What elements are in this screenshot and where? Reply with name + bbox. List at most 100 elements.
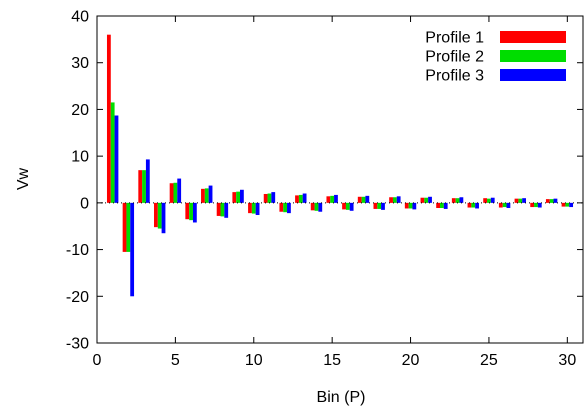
bar-2-10 xyxy=(251,202,256,214)
bar-1-9 xyxy=(232,192,237,203)
bar-2-29 xyxy=(549,199,554,203)
bar-3-24 xyxy=(475,202,479,209)
ticks-layer: -30 -20 -10 0 10 20 30 40 0 5 10 15 20 25 30 xyxy=(66,9,583,369)
bar-2-23 xyxy=(455,198,460,203)
bar-2-24 xyxy=(471,202,476,208)
bar-1-10 xyxy=(248,202,252,214)
bar-3-12 xyxy=(287,202,291,214)
bar-1-14 xyxy=(310,202,315,211)
y-tick-label: -20 xyxy=(66,289,89,306)
bar-3-19 xyxy=(396,196,401,203)
bar-1-23 xyxy=(451,198,456,203)
bar-1-16 xyxy=(342,202,346,210)
bars-layer xyxy=(106,34,574,297)
legend-swatch-2 xyxy=(500,50,566,62)
x-tick-label: 25 xyxy=(480,352,498,369)
legend-label-2: Profile 2 xyxy=(425,49,484,66)
plot-frame xyxy=(96,15,584,344)
bar-1-5 xyxy=(169,183,174,203)
bar-3-22 xyxy=(443,202,448,209)
bar-2-30 xyxy=(565,202,570,207)
bar-2-26 xyxy=(502,202,507,208)
bar-1-12 xyxy=(279,202,284,212)
bar-1-15 xyxy=(326,196,331,203)
bar-1-11 xyxy=(263,193,268,203)
bar-3-11 xyxy=(271,192,276,203)
axes-layer xyxy=(96,15,584,344)
bar-2-8 xyxy=(220,202,225,217)
x-axis-label: Bin (P) xyxy=(317,389,366,406)
bar-1-3 xyxy=(138,170,143,203)
bar-3-5 xyxy=(177,178,182,203)
bar-1-26 xyxy=(498,202,503,208)
bar-2-15 xyxy=(330,195,335,203)
bar-2-5 xyxy=(173,182,178,203)
bar-1-28 xyxy=(530,202,535,208)
bar-2-12 xyxy=(283,202,288,213)
bar-2-1 xyxy=(110,102,115,203)
bar-1-7 xyxy=(201,188,205,203)
bar-3-28 xyxy=(537,202,542,208)
bar-2-13 xyxy=(298,194,303,203)
legend-swatch-1 xyxy=(500,31,566,43)
bar-1-2 xyxy=(122,202,127,252)
bar-1-21 xyxy=(420,197,425,203)
bar-2-7 xyxy=(204,188,209,203)
bar-1-24 xyxy=(467,202,472,208)
bar-3-18 xyxy=(381,202,385,210)
bar-1-27 xyxy=(514,198,519,203)
y-tick-label: 20 xyxy=(71,102,89,119)
bar-1-17 xyxy=(357,196,362,203)
bar-2-28 xyxy=(534,202,538,208)
bar-3-13 xyxy=(302,193,307,203)
bar-3-7 xyxy=(208,185,213,203)
bar-3-3 xyxy=(145,159,150,203)
x-tick-label: 15 xyxy=(323,352,341,369)
bar-1-4 xyxy=(154,202,158,228)
bar-2-22 xyxy=(440,202,444,208)
bar-2-16 xyxy=(345,202,350,210)
bar-3-4 xyxy=(161,202,166,234)
bar-2-14 xyxy=(314,202,319,211)
bar-2-19 xyxy=(392,197,397,203)
bar-3-20 xyxy=(412,202,417,210)
bar-3-10 xyxy=(255,202,260,216)
bar-3-17 xyxy=(365,195,370,203)
bar-2-27 xyxy=(518,198,523,203)
bar-2-21 xyxy=(424,197,429,203)
bar-3-6 xyxy=(192,202,197,223)
legend-label-1: Profile 1 xyxy=(425,30,484,47)
bar-3-15 xyxy=(334,194,338,203)
bar-1-1 xyxy=(106,34,111,203)
bar-1-25 xyxy=(483,198,488,203)
bar-3-29 xyxy=(553,198,558,203)
bar-3-14 xyxy=(318,202,323,212)
bar-2-9 xyxy=(236,191,240,203)
y-tick-label: -10 xyxy=(66,242,89,259)
bar-2-4 xyxy=(157,202,162,229)
bar-3-8 xyxy=(224,202,229,218)
y-tick-label: 30 xyxy=(71,55,89,72)
bar-2-6 xyxy=(189,202,193,221)
bar-1-8 xyxy=(216,202,221,216)
bar-1-29 xyxy=(545,199,550,203)
bar-1-6 xyxy=(185,202,190,220)
y-tick-label: 0 xyxy=(80,195,89,212)
bar-1-20 xyxy=(404,202,409,209)
x-tick-label: 30 xyxy=(558,352,576,369)
bar-3-16 xyxy=(349,202,354,211)
bar-3-26 xyxy=(506,202,511,208)
x-tick-label: 5 xyxy=(171,352,180,369)
legend: Profile 1 Profile 2 Profile 3 xyxy=(425,30,566,85)
legend-swatch-3 xyxy=(500,69,566,81)
y-axis-label: Vw xyxy=(15,167,32,190)
bar-2-3 xyxy=(142,170,146,203)
bar-2-25 xyxy=(487,198,491,203)
bar-2-11 xyxy=(267,193,272,203)
y-tick-label: 40 xyxy=(71,9,89,26)
bar-2-20 xyxy=(408,202,413,209)
x-tick-label: 20 xyxy=(402,352,420,369)
bar-3-25 xyxy=(490,197,495,203)
bar-1-22 xyxy=(436,202,441,208)
